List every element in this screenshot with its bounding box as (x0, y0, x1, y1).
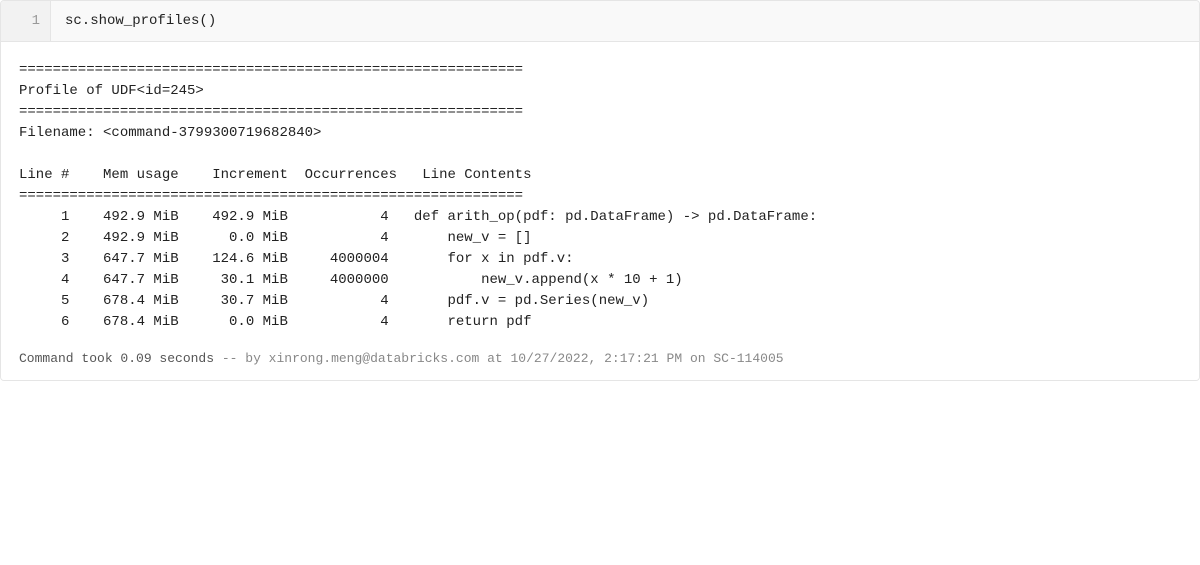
cell-output: ========================================… (1, 42, 1199, 333)
footer-duration-prefix: Command took (19, 351, 120, 366)
line-number-gutter: 1 (1, 1, 51, 41)
profile-row: 3 647.7 MiB 124.6 MiB 4000004 for x in p… (19, 251, 574, 267)
columns-header: Line # Mem usage Increment Occurrences L… (19, 167, 531, 183)
notebook-cell: 1 sc.show_profiles() ===================… (0, 0, 1200, 381)
filename-line: Filename: <command-3799300719682840> (19, 125, 321, 141)
output-border-top: ========================================… (19, 62, 523, 78)
line-number: 1 (32, 13, 40, 29)
footer-by: by xinrong.meng@databricks.com at 10/27/… (245, 351, 783, 366)
output-border-cols: ========================================… (19, 188, 523, 204)
profile-row: 2 492.9 MiB 0.0 MiB 4 new_v = [] (19, 230, 531, 246)
footer-duration: 0.09 seconds (120, 351, 214, 366)
profile-row: 1 492.9 MiB 492.9 MiB 4 def arith_op(pdf… (19, 209, 817, 225)
profile-header: Profile of UDF<id=245> (19, 83, 204, 99)
footer-sep: -- (214, 351, 245, 366)
command-footer: Command took 0.09 seconds -- by xinrong.… (1, 333, 1199, 380)
code-block: 1 sc.show_profiles() (1, 1, 1199, 42)
output-border-mid: ========================================… (19, 104, 523, 120)
profile-row: 6 678.4 MiB 0.0 MiB 4 return pdf (19, 314, 531, 330)
code-content[interactable]: sc.show_profiles() (51, 1, 230, 41)
profile-row: 5 678.4 MiB 30.7 MiB 4 pdf.v = pd.Series… (19, 293, 649, 309)
profile-row: 4 647.7 MiB 30.1 MiB 4000000 new_v.appen… (19, 272, 683, 288)
